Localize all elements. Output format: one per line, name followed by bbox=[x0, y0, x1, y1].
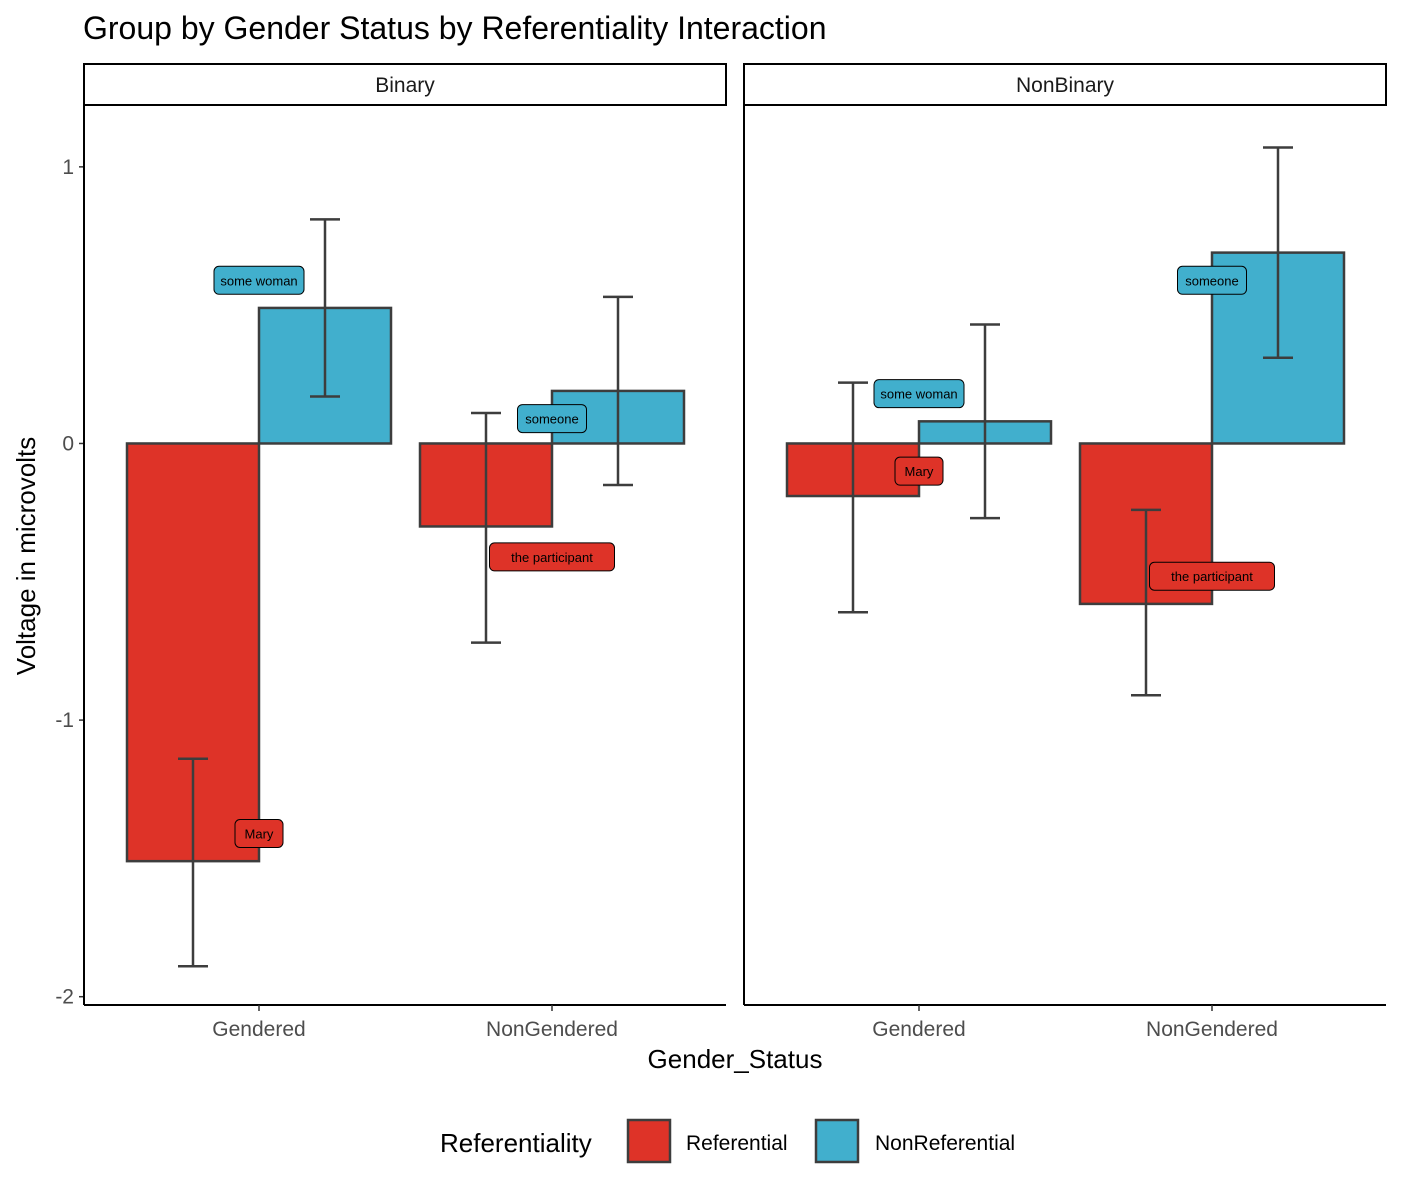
y-tick-label: 0 bbox=[62, 432, 74, 455]
facet-strip bbox=[743, 63, 1387, 106]
legend: Referentiality Referential NonReferential bbox=[440, 1118, 1015, 1164]
bar-label-bg bbox=[873, 379, 965, 409]
bar-label-bg bbox=[489, 542, 615, 572]
bar-label-bg bbox=[1149, 561, 1275, 591]
bar-label-box: some woman bbox=[213, 265, 305, 295]
bar-label: the participant bbox=[511, 550, 593, 565]
chart-title: Group by Gender Status by Referentiality… bbox=[83, 10, 827, 46]
bar-label: some woman bbox=[220, 273, 297, 288]
bar-label: someone bbox=[525, 412, 578, 427]
legend-title: Referentiality bbox=[440, 1128, 592, 1158]
legend-key bbox=[626, 1118, 672, 1164]
bar-label-box: some woman bbox=[873, 379, 965, 409]
x-tick-label: Gendered bbox=[872, 1018, 965, 1041]
bar-label-bg bbox=[1177, 265, 1247, 295]
bar-label-box: the participant bbox=[1149, 561, 1275, 591]
bar-label-bg bbox=[517, 404, 587, 434]
bar-label: someone bbox=[1185, 273, 1238, 288]
facet-strip-label: NonBinary bbox=[1016, 74, 1115, 97]
bar-label-box: someone bbox=[517, 404, 587, 434]
bar-label-box: the participant bbox=[489, 542, 615, 572]
x-tick-label: Gendered bbox=[212, 1018, 305, 1041]
bar-label: the participant bbox=[1171, 569, 1253, 584]
bar-label: Mary bbox=[905, 464, 934, 479]
y-axis-title: Voltage in microvolts bbox=[11, 437, 41, 675]
y-tick-label: -2 bbox=[55, 986, 74, 1009]
plot-area: 1 0 -1 -2 Binary Gendered NonGendered Mary the p… bbox=[55, 63, 1387, 1041]
bar-label-box: Mary bbox=[894, 456, 944, 486]
legend-label: NonReferential bbox=[875, 1132, 1015, 1155]
legend-label: Referential bbox=[686, 1132, 788, 1155]
y-tick-label: 1 bbox=[62, 156, 74, 179]
bar-label-box: someone bbox=[1177, 265, 1247, 295]
bar-label: some woman bbox=[880, 387, 957, 402]
y-tick-label: -1 bbox=[55, 709, 74, 732]
bar-label-bg bbox=[894, 456, 944, 486]
bar-label-box: Mary bbox=[234, 818, 284, 848]
facet-strip bbox=[83, 63, 727, 106]
x-tick-label: NonGendered bbox=[486, 1018, 618, 1041]
facet-strip-label: Binary bbox=[375, 74, 435, 97]
bar-label-bg bbox=[213, 265, 305, 295]
legend-key bbox=[814, 1118, 860, 1164]
bar-label: Mary bbox=[245, 826, 274, 841]
x-axis-title: Gender_Status bbox=[648, 1044, 823, 1074]
x-tick-label: NonGendered bbox=[1146, 1018, 1278, 1041]
bar-label-bg bbox=[234, 818, 284, 848]
